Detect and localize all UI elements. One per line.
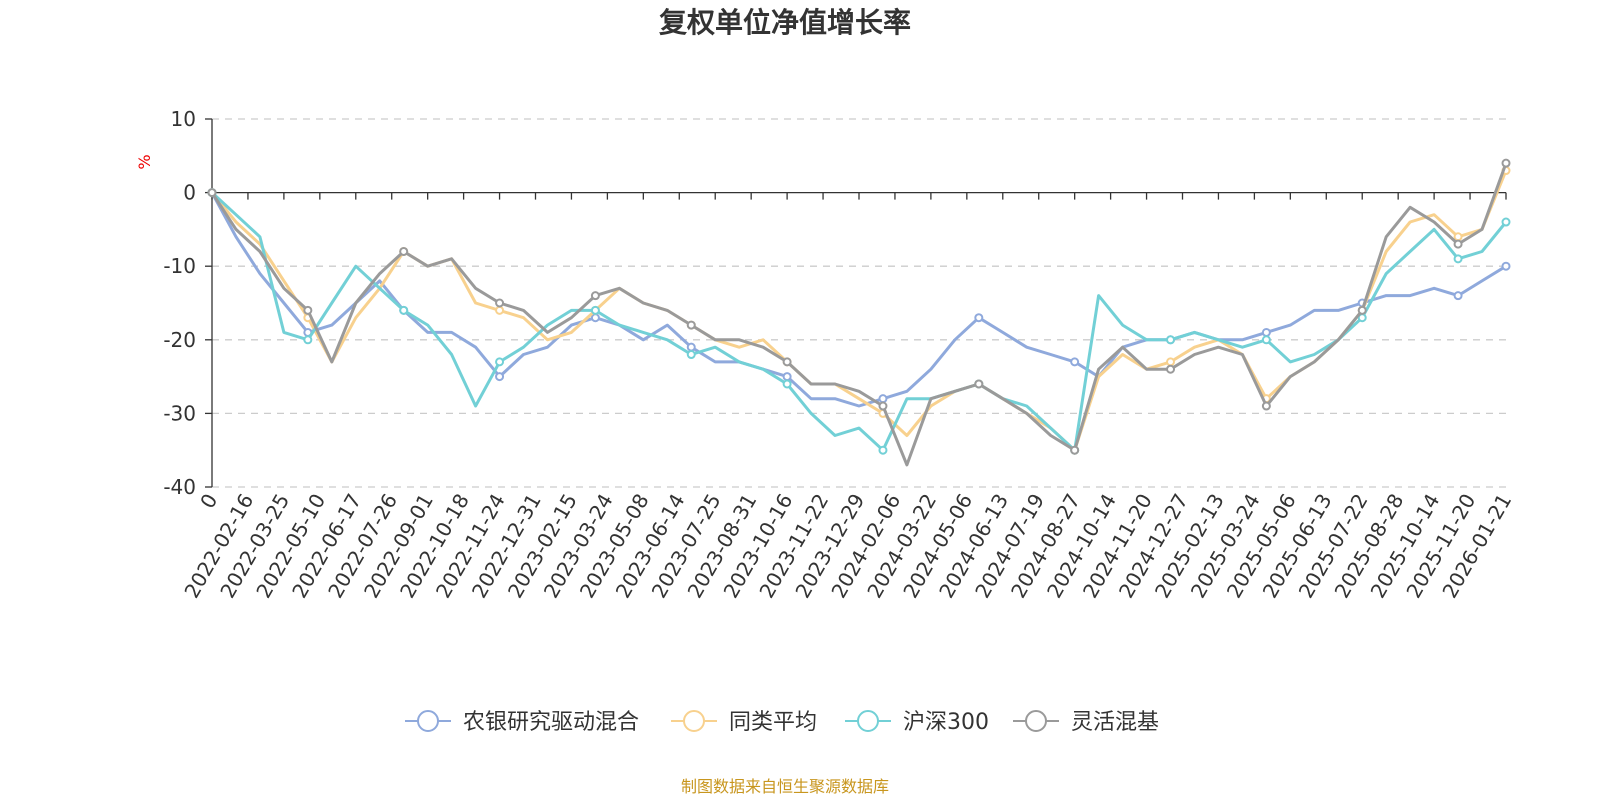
y-tick-label: -40 bbox=[163, 475, 196, 499]
series-point bbox=[1261, 401, 1271, 411]
y-axis: 10 0 -10 -20 -30 -40 bbox=[163, 107, 213, 499]
source-note: 制图数据来自恒生聚源数据库 bbox=[681, 777, 889, 796]
series-point bbox=[1453, 254, 1463, 264]
legend[interactable]: 农银研究驱动混合 同类平均 沪深300 灵活混基 bbox=[405, 710, 1159, 735]
legend-item[interactable]: 灵活混基 bbox=[1013, 710, 1159, 735]
series-point bbox=[878, 394, 888, 404]
x-tick-label: 0 bbox=[195, 490, 222, 513]
y-tick-label: 10 bbox=[171, 107, 196, 131]
series-point bbox=[399, 305, 409, 315]
series-point bbox=[1070, 445, 1080, 455]
series-point bbox=[974, 379, 984, 389]
legend-marker bbox=[417, 710, 439, 732]
series-point bbox=[686, 350, 696, 360]
legend-marker bbox=[857, 710, 879, 732]
series-point bbox=[399, 246, 409, 256]
series-point bbox=[590, 313, 600, 323]
series-point bbox=[974, 313, 984, 323]
series-point bbox=[878, 401, 888, 411]
legend-item[interactable]: 同类平均 bbox=[671, 710, 817, 735]
series-point bbox=[686, 342, 696, 352]
y-axis-unit: % bbox=[135, 154, 154, 169]
y-tick-label: 0 bbox=[183, 181, 196, 205]
series-point bbox=[1357, 305, 1367, 315]
series-point bbox=[495, 372, 505, 382]
series-point bbox=[207, 188, 217, 198]
legend-marker bbox=[683, 710, 705, 732]
series-line bbox=[210, 191, 1508, 452]
series-point bbox=[590, 305, 600, 315]
series-line bbox=[210, 162, 1508, 467]
series-line bbox=[210, 191, 1507, 408]
legend-label: 灵活混基 bbox=[1071, 710, 1159, 735]
series-point bbox=[1501, 158, 1511, 168]
series-point bbox=[1261, 335, 1271, 345]
series-point bbox=[495, 298, 505, 308]
series-point bbox=[782, 357, 792, 367]
series-point bbox=[1453, 232, 1463, 242]
series-point bbox=[1166, 357, 1176, 367]
legend-item[interactable]: 沪深300 bbox=[845, 710, 989, 735]
legend-label: 同类平均 bbox=[729, 710, 817, 735]
legend-item[interactable]: 农银研究驱动混合 bbox=[405, 710, 639, 735]
series-point bbox=[1453, 239, 1463, 249]
legend-marker bbox=[1025, 710, 1047, 732]
y-tick-label: -30 bbox=[163, 401, 196, 425]
series-point bbox=[1070, 357, 1080, 367]
series-point bbox=[303, 305, 313, 315]
series-point bbox=[782, 372, 792, 382]
series-point bbox=[1501, 261, 1511, 271]
series-point bbox=[303, 335, 313, 345]
series-point bbox=[1501, 217, 1511, 227]
series-lines bbox=[207, 158, 1511, 467]
series-point bbox=[686, 320, 696, 330]
gridlines bbox=[212, 118, 1506, 488]
series-point bbox=[1166, 364, 1176, 374]
series-point bbox=[1261, 327, 1271, 337]
legend-label: 沪深300 bbox=[903, 710, 989, 735]
series-point bbox=[495, 357, 505, 367]
series-point bbox=[782, 379, 792, 389]
series-point bbox=[1453, 291, 1463, 301]
series-point bbox=[1166, 335, 1176, 345]
series-point bbox=[495, 305, 505, 315]
series-point bbox=[878, 445, 888, 455]
chart-title: 复权单位净值增长率 bbox=[659, 6, 911, 39]
legend-label: 农银研究驱动混合 bbox=[463, 710, 639, 735]
series-point bbox=[590, 291, 600, 301]
x-axis: 02022-02-162022-03-252022-05-102022-06-1… bbox=[179, 191, 1516, 602]
y-tick-label: -10 bbox=[163, 254, 196, 278]
y-tick-label: -20 bbox=[163, 328, 196, 352]
